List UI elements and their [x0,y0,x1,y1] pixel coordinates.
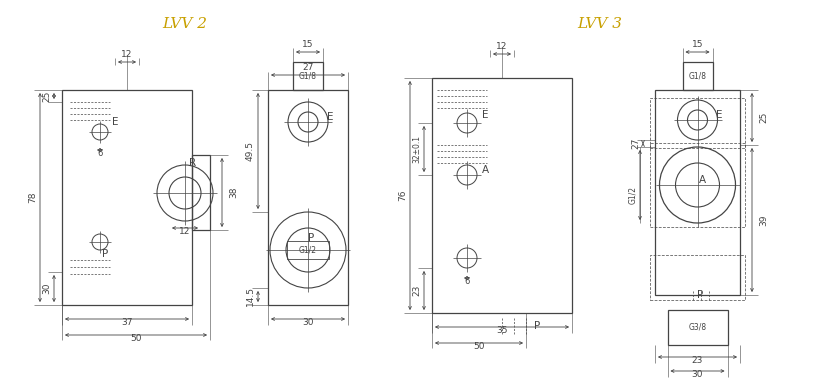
Text: G1/2: G1/2 [299,246,317,254]
Bar [682,62,713,90]
Text: A: A [481,165,488,175]
Text: 49.5: 49.5 [246,141,255,161]
Text: G1/2: G1/2 [629,186,637,204]
Bar [192,155,210,230]
Bar [432,78,572,313]
Text: 78: 78 [28,192,37,203]
Bar [293,62,323,90]
Text: 6: 6 [98,149,103,158]
Text: 25: 25 [759,112,768,123]
Text: 76: 76 [398,190,407,201]
Bar [667,310,727,345]
Text: 30: 30 [42,283,51,294]
Text: E: E [112,117,118,127]
Text: 6: 6 [465,277,470,286]
Text: P: P [308,233,314,243]
Text: E: E [716,110,722,120]
Text: 30: 30 [302,318,314,327]
Text: R: R [190,158,196,168]
Text: 23: 23 [692,356,704,365]
Bar [268,90,348,305]
Text: A: A [699,175,706,185]
Text: 32±0.1: 32±0.1 [412,135,421,163]
Text: 27: 27 [302,63,314,72]
Text: P: P [697,290,704,300]
Bar [650,255,745,300]
Text: 12: 12 [179,227,190,236]
Text: 39: 39 [759,214,768,226]
Text: 30: 30 [692,370,704,379]
Text: P: P [534,321,540,331]
Bar [287,241,329,259]
Bar [650,98,745,148]
Text: 12: 12 [122,50,133,59]
Bar [655,90,740,295]
Bar [62,90,192,305]
Text: 23: 23 [412,285,421,296]
Text: 15: 15 [302,40,314,49]
Text: E: E [327,112,333,122]
Text: LVV 2: LVV 2 [163,17,208,31]
Text: 38: 38 [229,187,238,198]
Text: 14.5: 14.5 [246,286,255,306]
Text: 15: 15 [692,40,704,49]
Text: 12: 12 [497,42,507,51]
Text: 25: 25 [42,90,51,102]
Text: 50: 50 [131,334,142,343]
Text: 27: 27 [631,138,640,149]
Text: G1/8: G1/8 [299,72,317,80]
Text: E: E [482,110,488,120]
Text: 50: 50 [473,342,484,351]
Text: LVV 3: LVV 3 [577,17,622,31]
Text: 37: 37 [122,318,133,327]
Text: G3/8: G3/8 [689,323,707,332]
Bar [650,143,745,227]
Text: 35: 35 [496,326,507,335]
Text: G1/8: G1/8 [689,72,707,80]
Text: P: P [102,249,108,259]
